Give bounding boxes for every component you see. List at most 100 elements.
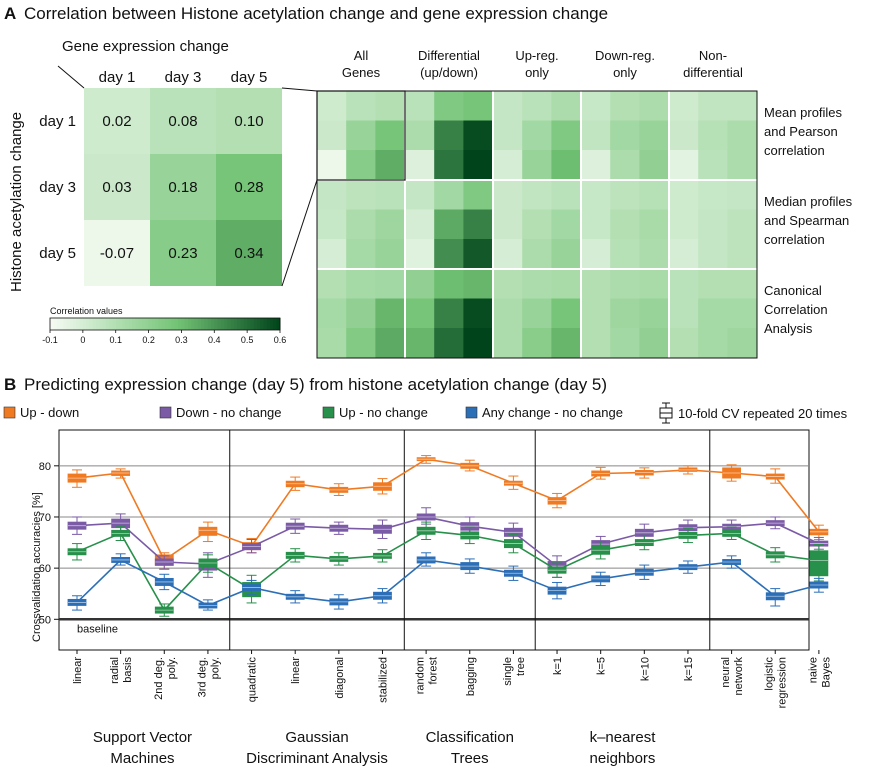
big-heatmap-cell — [317, 209, 347, 240]
big-heatmap-cell — [463, 298, 494, 329]
colorbar-tick-label: 0.1 — [109, 335, 122, 345]
big-heatmap-cell — [405, 120, 435, 151]
big-heatmap-cell — [493, 91, 523, 121]
x-tick-label: poly. — [166, 657, 178, 679]
big-heatmap-cell — [522, 209, 552, 240]
big-heatmap-cell — [669, 150, 699, 180]
big-heatmap-cell — [698, 150, 728, 180]
x-tick-label: basis — [122, 657, 134, 683]
big-heatmap-cell — [522, 269, 552, 299]
big-col-label: only — [525, 65, 549, 80]
big-heatmap-cell — [551, 150, 582, 180]
small-heatmap-value: 0.10 — [234, 113, 263, 130]
x-tick-label: network — [733, 657, 745, 696]
big-col-label: Differential — [418, 48, 480, 63]
small-heatmap-cell — [216, 88, 282, 154]
big-heatmap-cell — [639, 120, 670, 151]
big-heatmap-cell — [551, 298, 582, 329]
x-tick-label: quadratic — [247, 657, 259, 703]
big-heatmap-cell — [727, 298, 758, 329]
x-tick-label-group: bagging — [465, 657, 477, 696]
colorbar-segment — [227, 318, 232, 330]
big-heatmap-cell — [639, 328, 670, 358]
legend-swatch — [3, 406, 16, 419]
plot-frame — [58, 429, 810, 651]
big-heatmap-cell — [727, 209, 758, 240]
big-heatmap-cell — [669, 91, 699, 121]
big-heatmap-cell — [698, 209, 728, 240]
small-row-label: day 1 — [39, 113, 76, 130]
small-heatmap-value: 0.28 — [234, 179, 263, 196]
colorbar-segment — [207, 318, 212, 330]
big-heatmap-cell — [669, 269, 699, 299]
big-heatmap-cell — [405, 239, 435, 269]
x-tick-label-group: neural network — [720, 657, 745, 696]
big-col-label: Genes — [342, 65, 381, 80]
big-heatmap-cell — [581, 328, 611, 358]
big-heatmap-cell — [551, 239, 582, 269]
colorbar-segment — [132, 318, 136, 330]
big-heatmap-cell — [493, 120, 523, 151]
big-heatmap-cell — [317, 239, 347, 269]
big-heatmap-cell — [493, 328, 523, 358]
colorbar-segment — [145, 318, 150, 330]
colorbar-segment — [155, 318, 159, 330]
colorbar-segment — [178, 318, 182, 330]
big-heatmap-highlight — [316, 90, 406, 181]
group-label: Support Vector — [93, 729, 192, 746]
x-tick-label: single — [502, 657, 514, 686]
big-heatmap-cell — [463, 120, 494, 151]
colorbar-segment — [82, 318, 87, 330]
small-row-label: day 5 — [39, 245, 76, 262]
big-heatmap-cell — [581, 298, 611, 329]
y-tick-label: 70 — [39, 512, 51, 524]
small-col-label: day 1 — [99, 69, 136, 86]
big-heatmap-cell — [375, 269, 406, 299]
big-row-label: correlation — [764, 232, 825, 247]
x-tick-label: Bayes — [820, 657, 832, 688]
big-heatmap-cell — [551, 328, 582, 358]
big-row-label: Canonical — [764, 283, 822, 298]
big-heatmap-cell — [669, 120, 699, 151]
big-col-label: differential — [683, 65, 743, 80]
big-heatmap-cell — [727, 328, 758, 358]
big-heatmap-cell — [317, 150, 347, 180]
colorbar-segment — [105, 318, 110, 330]
big-heatmap-cell — [727, 180, 758, 210]
colorbar-segment — [125, 318, 130, 330]
big-heatmap-cell — [639, 209, 670, 240]
colorbar-segment — [73, 318, 77, 330]
big-heatmap-cell — [669, 328, 699, 358]
colorbar-segment — [96, 318, 100, 330]
big-heatmap-cell — [522, 328, 552, 358]
panel-b-letter: B — [4, 375, 16, 394]
big-col-label: only — [613, 65, 637, 80]
zoom-line — [281, 87, 318, 92]
colorbar-segment — [171, 318, 176, 330]
colorbar-tick-label: 0.2 — [142, 335, 155, 345]
x-tick-label: radial — [109, 657, 121, 684]
colorbar-frame — [49, 317, 281, 331]
colorbar-segment — [230, 318, 235, 330]
x-tick-label-group: 2nd deg. poly. — [153, 657, 178, 700]
big-heatmap-cell — [581, 91, 611, 121]
big-heatmap-frame — [316, 90, 758, 359]
big-heatmap-cell — [639, 298, 670, 329]
big-heatmap-cell — [434, 328, 464, 358]
small-col-label: day 3 — [165, 69, 202, 86]
x-tick-label: logistic — [764, 657, 776, 691]
big-row-label: and Pearson — [764, 124, 838, 139]
baseline-label: baseline — [77, 623, 118, 635]
legend-note: 10-fold CV repeated 20 times — [678, 406, 848, 421]
big-heatmap-cell — [493, 269, 523, 299]
big-heatmap-cell — [610, 150, 640, 180]
big-heatmap-cell — [610, 120, 640, 151]
big-heatmap-cell — [698, 91, 728, 121]
big-col-label: Up-reg. — [515, 48, 558, 63]
legend-label: Down - no change — [176, 405, 282, 420]
big-heatmap-cell — [317, 180, 347, 210]
big-heatmap-cell — [375, 150, 406, 180]
big-heatmap-cell — [698, 239, 728, 269]
big-heatmap-cell — [434, 91, 464, 121]
big-heatmap-cell — [727, 150, 758, 180]
